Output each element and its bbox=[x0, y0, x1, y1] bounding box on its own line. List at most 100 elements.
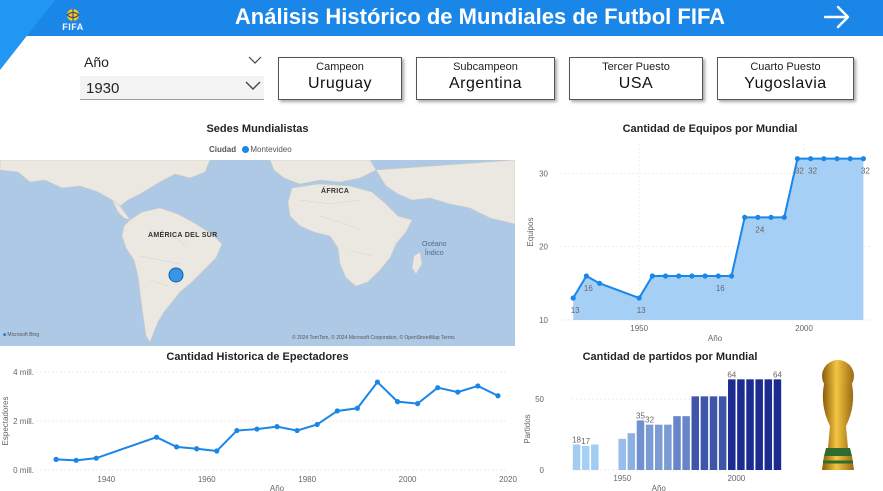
matches-bar bbox=[682, 416, 690, 470]
spectators-point bbox=[374, 379, 381, 385]
runner-up-value: Argentina bbox=[449, 75, 522, 92]
spectators-chart-title: Cantidad Historica de Epectadores bbox=[166, 351, 349, 363]
spectators-point bbox=[314, 421, 320, 428]
y-tick-label: 50 bbox=[535, 395, 544, 404]
teams-point bbox=[821, 156, 827, 162]
arrow-right-icon[interactable] bbox=[820, 4, 854, 30]
matches-bar bbox=[618, 438, 626, 470]
ocean-label-line1: Océano bbox=[422, 241, 447, 248]
teams-point bbox=[755, 214, 761, 220]
teams-chart[interactable]: 10 20 30 1950 2000 13 16 13 16 24 32 32 32 Año Equipos bbox=[520, 138, 882, 350]
matches-chart-title: Cantidad de partidos por Mundial bbox=[582, 351, 758, 363]
bing-logo: ■ Microsoft Bing bbox=[3, 332, 39, 338]
matches-data-label: 18 bbox=[572, 436, 581, 445]
bing-provider: Microsoft Bing bbox=[7, 332, 40, 338]
matches-chart[interactable]: 0 50 1950 2000 18 17 35 32 64 64 Año Partidos bbox=[520, 362, 805, 491]
logo-text: FIFA bbox=[62, 22, 84, 32]
spectators-point bbox=[495, 393, 501, 399]
map-attribution[interactable]: © 2024 TomTom, © 2024 Microsoft Corporat… bbox=[292, 335, 455, 341]
montevideo-marker[interactable] bbox=[168, 267, 184, 283]
x-tick-label: 2000 bbox=[727, 474, 745, 483]
teams-point bbox=[742, 214, 748, 220]
runner-up-label: Subcampeon bbox=[453, 61, 518, 73]
teams-point bbox=[728, 273, 735, 279]
matches-data-label: 35 bbox=[636, 411, 645, 420]
teams-data-label: 16 bbox=[584, 284, 593, 293]
chevron-down-icon[interactable] bbox=[248, 55, 262, 65]
spectators-point bbox=[53, 456, 59, 462]
teams-chart-title: Cantidad de Equipos por Mundial bbox=[622, 123, 798, 135]
globe-icon bbox=[66, 9, 80, 21]
spectators-point bbox=[234, 427, 240, 434]
matches-y-axis-title: Partidos bbox=[523, 414, 532, 443]
champion-value: Uruguay bbox=[308, 75, 372, 92]
matches-bar bbox=[664, 424, 672, 470]
matches-bar bbox=[718, 396, 727, 470]
matches-bar bbox=[673, 416, 681, 470]
matches-bar bbox=[700, 396, 709, 470]
matches-bar bbox=[746, 379, 754, 470]
year-slicer-dropdown[interactable] bbox=[80, 76, 264, 100]
y-tick-label: 20 bbox=[539, 243, 548, 252]
y-tick-label: 2 mill. bbox=[13, 417, 34, 426]
matches-x-axis-title: Año bbox=[652, 484, 667, 491]
fourth-place-card: Cuarto Puesto Yugoslavia bbox=[717, 57, 854, 100]
teams-point bbox=[689, 273, 695, 279]
teams-y-axis-title: Equipos bbox=[526, 218, 535, 247]
spectators-point bbox=[214, 448, 220, 454]
matches-data-label: 64 bbox=[727, 370, 736, 379]
teams-data-label: 13 bbox=[637, 306, 646, 315]
y-tick-label: 4 mill. bbox=[13, 368, 34, 377]
legend-dot-icon bbox=[242, 146, 250, 153]
matches-bar bbox=[591, 444, 599, 470]
matches-bar bbox=[773, 379, 782, 470]
third-place-card: Tercer Puesto USA bbox=[569, 57, 703, 100]
year-slicer-value: 1930 bbox=[86, 80, 120, 97]
matches-bar bbox=[737, 379, 745, 470]
matches-bar bbox=[572, 444, 581, 470]
spectators-point bbox=[254, 426, 260, 432]
teams-point bbox=[570, 295, 576, 301]
matches-bar bbox=[645, 424, 654, 470]
teams-point bbox=[715, 273, 721, 279]
matches-bar bbox=[581, 445, 590, 470]
teams-point bbox=[583, 273, 589, 279]
venues-map[interactable]: AMÉRICA DEL SUR ÁFRICA Océano Índico ■ M… bbox=[0, 160, 515, 346]
page-title: Análisis Histórico de Mundiales de Futbo… bbox=[234, 4, 726, 29]
y-tick-label: 30 bbox=[539, 169, 548, 178]
matches-bar bbox=[728, 379, 736, 470]
champion-label: Campeon bbox=[316, 61, 364, 73]
x-tick-label: 1950 bbox=[630, 324, 648, 333]
map-title: Sedes Mundialistas bbox=[206, 123, 309, 135]
spectators-chart[interactable]: 0 mill. 2 mill. 4 mill. 1940 1960 1980 2000 202… bbox=[0, 362, 520, 491]
europe-land bbox=[269, 160, 377, 185]
champion-card: Campeon Uruguay bbox=[278, 57, 402, 100]
spectators-point bbox=[274, 424, 280, 430]
matches-bar bbox=[654, 424, 663, 470]
dropdown-chevron-icon[interactable] bbox=[245, 81, 261, 91]
teams-data-label: 32 bbox=[861, 167, 870, 176]
spectators-x-axis-title: Año bbox=[270, 484, 285, 491]
teams-point bbox=[847, 156, 853, 162]
teams-data-label: 24 bbox=[755, 225, 764, 234]
map-legend: Ciudad Montevideo bbox=[209, 145, 292, 154]
teams-point bbox=[768, 214, 774, 220]
asia-land bbox=[375, 160, 515, 225]
matches-data-label: 64 bbox=[773, 370, 782, 379]
map-legend-title: Ciudad bbox=[209, 145, 237, 154]
spectators-point bbox=[354, 405, 360, 411]
spectators-point bbox=[173, 444, 180, 450]
header-notch bbox=[0, 0, 55, 70]
teams-point bbox=[781, 214, 787, 220]
teams-point bbox=[676, 273, 682, 279]
third-place-label: Tercer Puesto bbox=[602, 61, 670, 73]
third-place-value: USA bbox=[618, 75, 654, 92]
x-tick-label: 2000 bbox=[399, 475, 417, 484]
north-america-land bbox=[0, 160, 211, 207]
spectators-point bbox=[294, 427, 300, 434]
matches-bar bbox=[755, 379, 763, 470]
windows-logo-icon: ■ bbox=[3, 332, 7, 338]
spectators-point bbox=[334, 408, 340, 414]
teams-point bbox=[636, 295, 642, 301]
spectators-point bbox=[475, 383, 481, 389]
